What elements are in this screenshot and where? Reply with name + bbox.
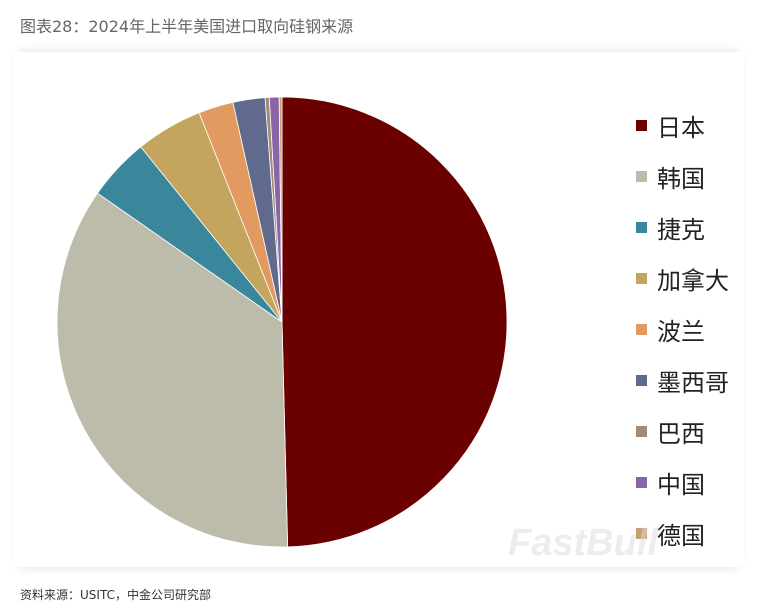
legend-item: 墨西哥 — [636, 355, 729, 406]
legend-item: 捷克 — [636, 202, 729, 253]
legend-item: 日本 — [636, 100, 729, 151]
legend-swatch — [636, 426, 647, 437]
legend-label: 中国 — [657, 471, 705, 499]
source-note: 资料来源：USITC，中金公司研究部 — [20, 588, 211, 602]
legend-label: 波兰 — [657, 318, 705, 346]
legend-item: 巴西 — [636, 406, 729, 457]
watermark: FastBull — [508, 522, 658, 564]
legend-label: 韩国 — [657, 165, 705, 193]
legend-swatch — [636, 120, 647, 131]
pie-slice-0 — [281, 96, 508, 548]
legend: 日本韩国捷克加拿大波兰墨西哥巴西中国德国 — [636, 100, 729, 559]
legend-swatch — [636, 528, 647, 539]
chart-title: 图表28：2024年上半年美国进口取向硅钢来源 — [20, 17, 354, 36]
legend-swatch — [636, 477, 647, 488]
pie-slice-8 — [278, 96, 283, 323]
legend-item: 韩国 — [636, 151, 729, 202]
legend-item: 中国 — [636, 457, 729, 508]
legend-item: 波兰 — [636, 304, 729, 355]
legend-swatch — [636, 273, 647, 284]
pie-slice-1 — [56, 192, 289, 548]
legend-label: 德国 — [657, 522, 705, 550]
legend-label: 日本 — [657, 114, 705, 142]
legend-swatch — [636, 222, 647, 233]
legend-label: 墨西哥 — [657, 369, 729, 397]
legend-label: 加拿大 — [657, 267, 729, 295]
legend-item: 德国 — [636, 508, 729, 559]
legend-swatch — [636, 375, 647, 386]
legend-swatch — [636, 324, 647, 335]
legend-item: 加拿大 — [636, 253, 729, 304]
legend-swatch — [636, 171, 647, 182]
legend-label: 巴西 — [657, 420, 705, 448]
legend-label: 捷克 — [657, 216, 705, 244]
